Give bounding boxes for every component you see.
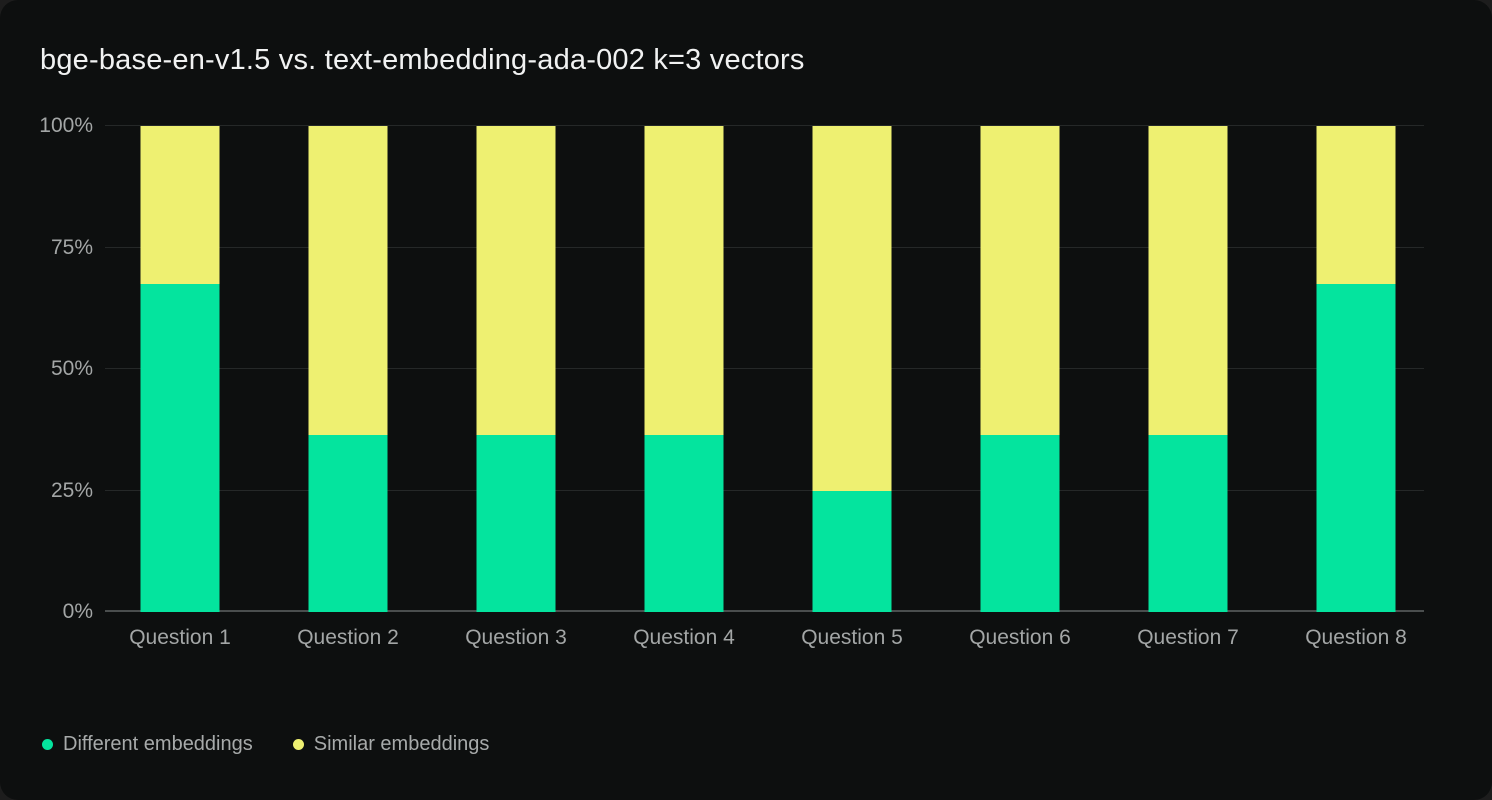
bar-segment-different-embeddings[interactable] xyxy=(1148,434,1228,612)
gridline-50 xyxy=(105,368,1424,369)
bar-segment-similar-embeddings[interactable] xyxy=(308,126,388,435)
bar-segment-similar-embeddings[interactable] xyxy=(812,126,892,491)
legend-dot-similar-embeddings xyxy=(292,739,304,750)
x-axis-label-question-4: Question 4 xyxy=(633,626,735,649)
gridline-75 xyxy=(105,246,1424,248)
y-tick-label-100: 100% xyxy=(39,114,93,137)
x-axis-label-question-2: Question 2 xyxy=(297,626,399,649)
gridline-100 xyxy=(105,125,1424,126)
bar-segment-different-embeddings[interactable] xyxy=(980,434,1060,612)
stacked-bar-question-5 xyxy=(812,126,892,612)
stacked-bar-question-2 xyxy=(308,126,388,612)
chart-plot-area: Question 1 Question 2 Question 3 Question 4… xyxy=(105,125,1424,649)
bar-question-2: Question 2 xyxy=(264,126,432,649)
gridline-0 xyxy=(105,610,1424,612)
y-tick-label-0: 0% xyxy=(62,600,93,623)
y-axis: 0% 25% 50% 75% 100% xyxy=(0,114,93,623)
bar-segment-different-embeddings[interactable] xyxy=(476,434,556,612)
chart-title: bge-base-en-v1.5 vs. text-embedding-ada-… xyxy=(40,44,805,76)
x-axis-label-question-7: Question 7 xyxy=(1137,626,1239,649)
bar-segment-similar-embeddings[interactable] xyxy=(1148,126,1228,435)
bar-segment-different-embeddings[interactable] xyxy=(1316,283,1396,612)
legend-label-different-embeddings: Different embeddings xyxy=(63,733,253,755)
stacked-bar-question-7 xyxy=(1148,126,1228,612)
x-axis-label-question-8: Question 8 xyxy=(1305,626,1407,649)
bar-question-7: Question 7 xyxy=(1104,126,1272,649)
x-axis-label-question-5: Question 5 xyxy=(801,626,903,649)
stacked-bar-question-8 xyxy=(1316,126,1396,612)
legend-item-similar-embeddings[interactable]: Similar embeddings xyxy=(292,733,490,756)
bar-question-8: Question 8 xyxy=(1272,126,1440,649)
x-axis-label-question-3: Question 3 xyxy=(465,626,567,649)
legend-dot-different-embeddings xyxy=(42,739,53,750)
gridline-25 xyxy=(105,489,1424,491)
chart-legend: Different embeddings Similar embeddings xyxy=(42,733,489,756)
y-tick-label-75: 75% xyxy=(50,235,93,259)
bar-segment-different-embeddings[interactable] xyxy=(140,283,220,612)
bars-layer: Question 1 Question 2 Question 3 Question 4… xyxy=(96,126,1440,649)
bar-question-6: Question 6 xyxy=(936,126,1104,649)
y-tick-label-50: 50% xyxy=(50,357,93,380)
bar-segment-different-embeddings[interactable] xyxy=(644,434,724,612)
bar-segment-similar-embeddings[interactable] xyxy=(644,126,724,435)
stacked-bar-question-4 xyxy=(644,126,724,612)
bar-question-3: Question 3 xyxy=(432,126,600,649)
bar-question-1: Question 1 xyxy=(96,126,264,649)
x-axis-label-question-6: Question 6 xyxy=(969,626,1071,649)
bar-segment-different-embeddings[interactable] xyxy=(308,434,388,612)
bar-segment-similar-embeddings[interactable] xyxy=(140,126,220,284)
stacked-bar-question-3 xyxy=(476,126,556,612)
legend-item-different-embeddings[interactable]: Different embeddings xyxy=(42,733,253,756)
bar-question-5: Question 5 xyxy=(768,126,936,649)
bar-segment-similar-embeddings[interactable] xyxy=(476,126,556,435)
bar-segment-similar-embeddings[interactable] xyxy=(1316,126,1396,284)
y-tick-label-25: 25% xyxy=(50,478,93,502)
x-axis-label-question-1: Question 1 xyxy=(129,626,231,649)
stacked-bar-question-6 xyxy=(980,126,1060,612)
bar-question-4: Question 4 xyxy=(600,126,768,649)
bar-segment-different-embeddings[interactable] xyxy=(812,490,892,612)
bar-segment-similar-embeddings[interactable] xyxy=(980,126,1060,435)
legend-label-similar-embeddings: Similar embeddings xyxy=(313,733,490,755)
stacked-bar-question-1 xyxy=(140,126,220,612)
